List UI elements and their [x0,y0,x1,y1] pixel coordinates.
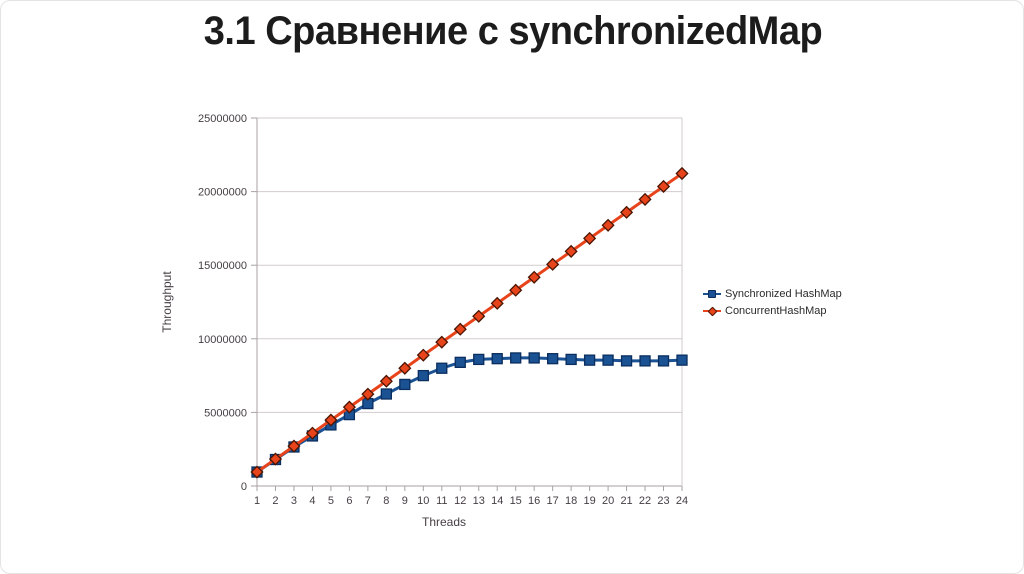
data-point-concurrenthashmap [546,257,560,271]
legend-marker-square-icon [703,288,721,300]
y-tick-label: 5000000 [204,407,247,419]
chart-legend: Synchronized HashMap ConcurrentHashMap [703,287,842,318]
x-tick-label: 16 [528,495,540,507]
data-point-synchronized-hashmap [399,378,411,391]
y-tick-label: 0 [241,481,247,493]
x-tick-label: 7 [365,495,371,507]
x-tick-label: 2 [272,495,278,507]
x-tick-label: 18 [565,495,577,507]
x-tick-label: 17 [547,495,559,507]
legend-item-concurrenthashmap: ConcurrentHashMap [703,304,842,318]
data-point-concurrenthashmap [453,322,467,336]
y-tick-label: 15000000 [198,260,247,272]
x-axis-title: Threads [422,515,466,529]
data-point-concurrenthashmap [268,452,283,466]
x-tick-label: 1 [254,495,260,507]
data-point-synchronized-hashmap [583,354,596,366]
data-point-concurrenthashmap [416,348,430,362]
data-point-synchronized-hashmap [417,369,429,382]
legend-label: ConcurrentHashMap [725,305,827,317]
data-point-concurrenthashmap [472,309,486,323]
y-tick-label: 25000000 [198,113,247,125]
data-point-synchronized-hashmap [436,362,448,374]
data-point-concurrenthashmap [619,205,634,219]
data-point-synchronized-hashmap [454,356,466,369]
data-point-concurrenthashmap [509,283,523,297]
legend-label: Synchronized HashMap [725,288,842,300]
data-point-synchronized-hashmap [639,355,651,367]
y-tick-label: 20000000 [198,187,247,199]
data-point-synchronized-hashmap [528,352,540,364]
data-point-concurrenthashmap [435,335,449,349]
x-tick-label: 12 [454,495,466,507]
data-point-concurrenthashmap [324,413,338,427]
x-tick-label: 11 [436,495,447,507]
x-tick-label: 15 [510,495,522,507]
x-tick-label: 5 [328,495,334,507]
data-point-synchronized-hashmap [676,354,688,366]
x-tick-label: 24 [676,495,688,507]
data-point-concurrenthashmap [675,166,689,181]
data-point-synchronized-hashmap [602,354,614,366]
data-point-concurrenthashmap [287,439,301,453]
data-point-concurrenthashmap [379,374,393,388]
data-point-synchronized-hashmap [491,353,503,365]
x-tick-label: 10 [417,495,429,507]
data-point-concurrenthashmap [398,361,412,375]
x-tick-label: 4 [309,495,315,507]
legend-item-synchronized-hashmap: Synchronized HashMap [703,287,842,301]
x-tick-label: 22 [639,495,651,507]
y-axis-title: Throughput [160,271,174,333]
x-tick-label: 23 [657,495,669,507]
x-tick-label: 19 [583,495,595,507]
y-tick-label: 10000000 [198,334,247,346]
data-point-synchronized-hashmap [510,352,522,364]
x-tick-label: 13 [473,495,485,507]
data-point-concurrenthashmap [250,465,264,479]
x-tick-label: 8 [383,495,389,507]
data-point-concurrenthashmap [527,270,541,284]
x-tick-label: 3 [291,495,297,507]
data-point-concurrenthashmap [490,296,504,310]
data-point-concurrenthashmap [656,179,671,194]
data-point-concurrenthashmap [564,244,578,258]
x-tick-label: 9 [402,495,408,507]
data-point-synchronized-hashmap [657,355,670,367]
data-point-synchronized-hashmap [565,353,577,366]
data-point-synchronized-hashmap [547,353,559,365]
data-point-synchronized-hashmap [620,355,633,367]
x-tick-label: 20 [602,495,614,507]
data-point-synchronized-hashmap [380,388,392,400]
data-point-synchronized-hashmap [473,353,485,366]
legend-marker-diamond-icon [703,305,721,317]
data-point-concurrenthashmap [305,426,320,440]
data-point-concurrenthashmap [342,400,356,414]
slide-title: 3.1 Сравнение с synchronizedMap [203,9,823,53]
series-line-concurrenthashmap [256,172,683,474]
x-tick-label: 21 [620,495,632,507]
series-line-synchronized-hashmap [256,356,683,474]
data-point-concurrenthashmap [583,231,597,245]
x-tick-label: 14 [491,495,503,507]
data-point-concurrenthashmap [361,387,375,401]
data-point-concurrenthashmap [601,218,615,232]
data-point-concurrenthashmap [638,192,652,206]
x-tick-label: 6 [346,495,352,507]
